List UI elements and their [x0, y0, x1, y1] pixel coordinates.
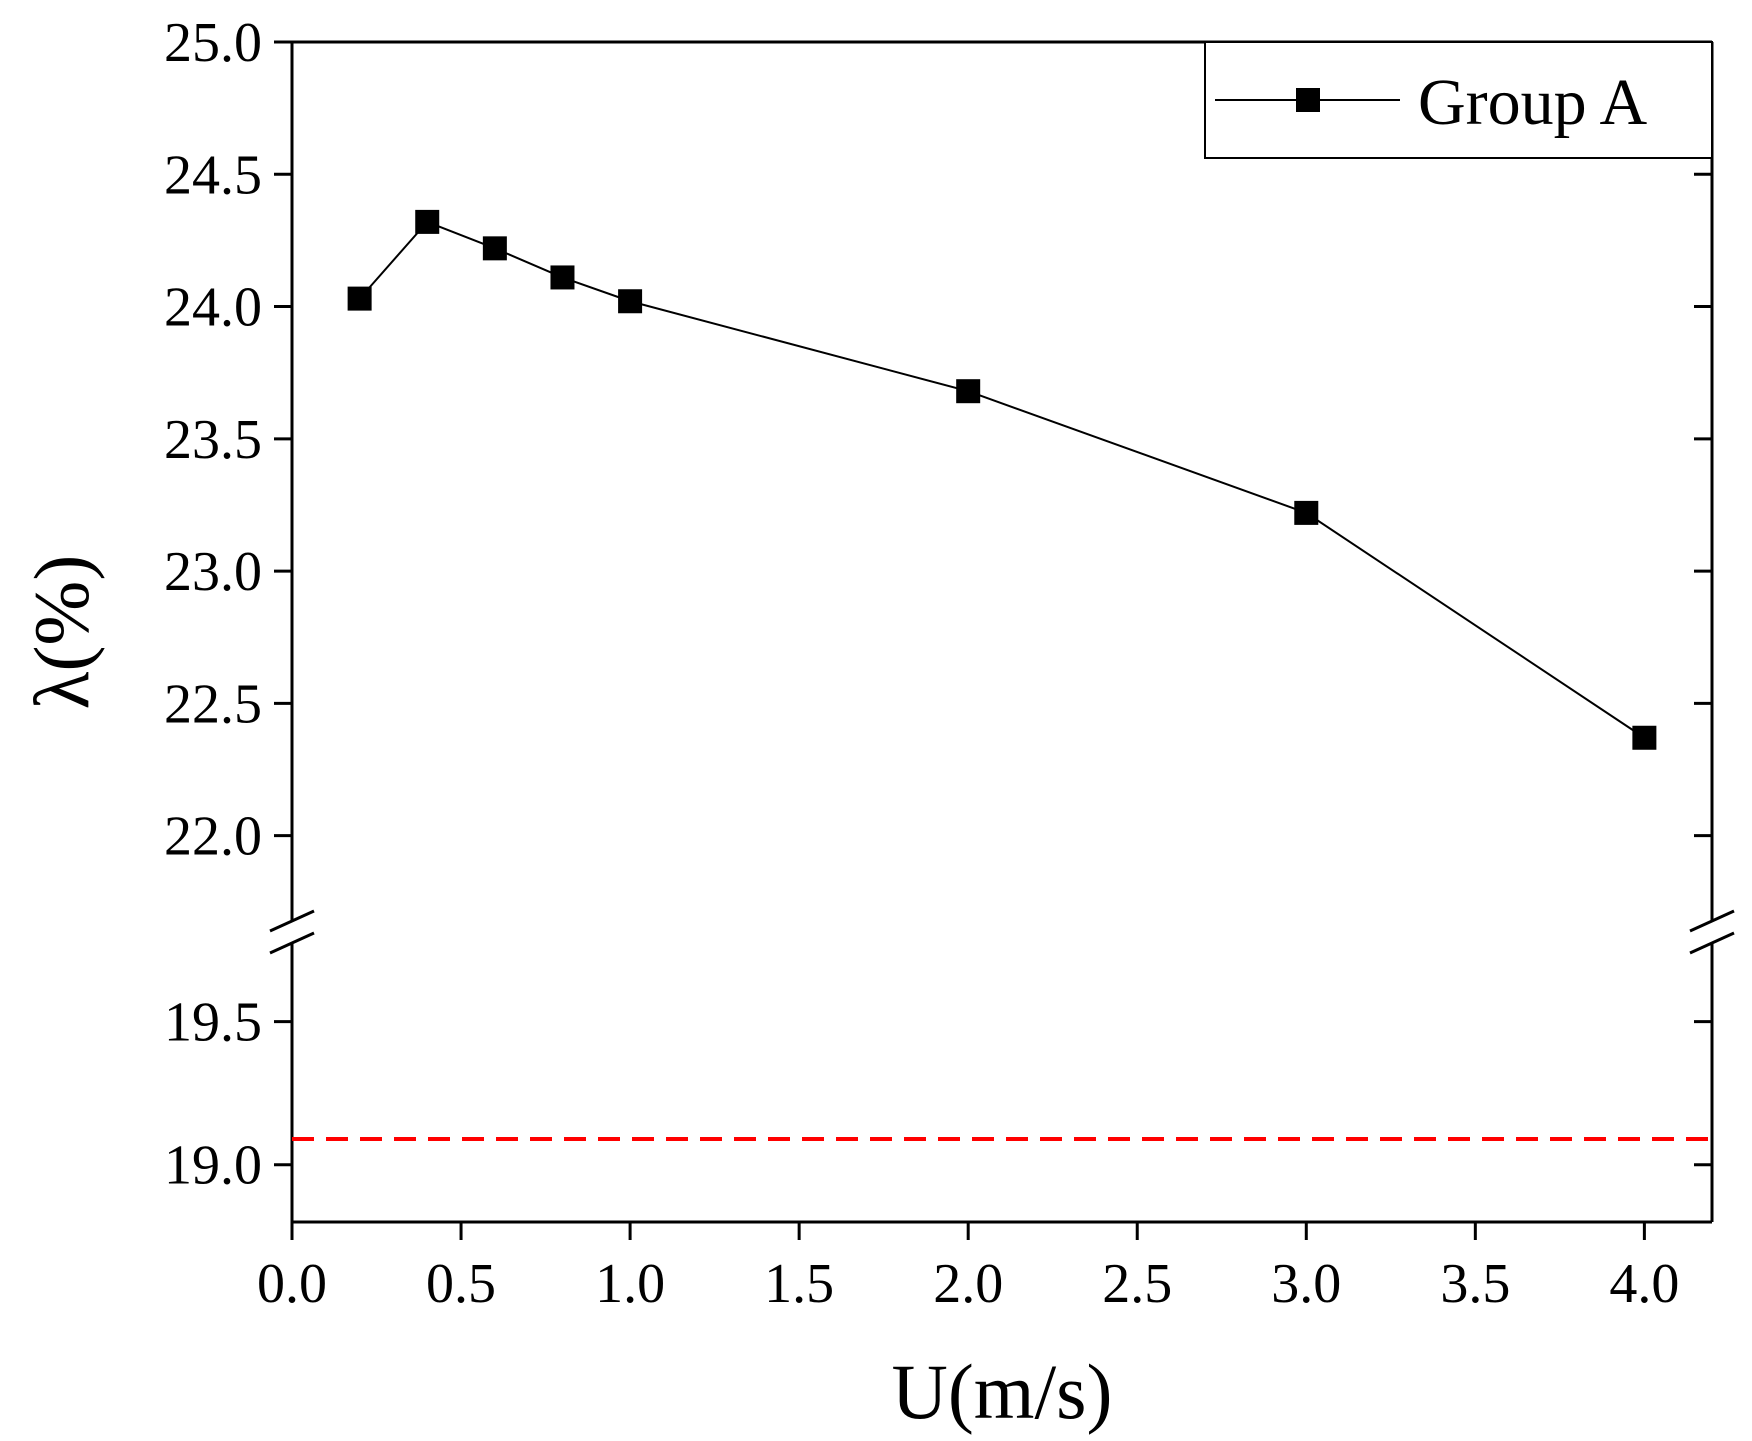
y-tick-label: 23.5: [164, 409, 262, 471]
data-point: [415, 209, 440, 234]
legend: Group A: [1204, 41, 1713, 159]
x-axis-title: U(m/s): [892, 1348, 1113, 1435]
y-axis-title: λ(%): [18, 555, 105, 710]
data-point: [1632, 725, 1657, 750]
data-point: [618, 289, 643, 314]
x-tick-label: 4.0: [1609, 1253, 1679, 1315]
y-tick-label: 25.0: [164, 12, 262, 74]
x-tick-label: 0.5: [426, 1253, 496, 1315]
y-tick-label: 19.5: [164, 992, 262, 1054]
y-tick-label: 24.5: [164, 144, 262, 206]
upper-y-ticks: 22.0 22.5 23.0 23.5 24.0 24.5 25.0: [164, 12, 1712, 868]
y-tick-label: 22.0: [164, 806, 262, 868]
x-tick-label: 2.5: [1102, 1253, 1172, 1315]
break-mark-left-1: [269, 909, 315, 933]
data-point: [956, 379, 981, 404]
data-point: [1294, 500, 1319, 525]
break-mark-right-2: [1689, 931, 1735, 955]
break-mark-left-2: [269, 931, 315, 955]
data-point: [347, 286, 372, 311]
legend-label: Group A: [1418, 66, 1648, 139]
x-tick-label: 1.5: [764, 1253, 834, 1315]
x-tick-label: 0.0: [257, 1253, 327, 1315]
y-tick-label: 22.5: [164, 673, 262, 735]
legend-marker: [1296, 88, 1320, 112]
lower-y-ticks: 19.0 19.5: [164, 992, 1712, 1197]
y-tick-label: 19.0: [164, 1135, 262, 1197]
x-tick-label: 2.0: [933, 1253, 1003, 1315]
plot-frame: [290, 40, 1714, 1224]
x-tick-label: 3.5: [1440, 1253, 1510, 1315]
break-mark-right-1: [1689, 909, 1735, 933]
y-tick-label: 24.0: [164, 277, 262, 339]
y-tick-label: 23.0: [164, 541, 262, 603]
series-layer: [347, 209, 1657, 750]
x-ticks: 0.0 0.5 1.0 1.5 2.0 2.5 3.0 3.5 4.0: [257, 1222, 1679, 1315]
series-line: [358, 220, 1645, 739]
axis-break-marks: [269, 909, 1735, 955]
x-tick-label: 1.0: [595, 1253, 665, 1315]
x-tick-label: 3.0: [1271, 1253, 1341, 1315]
data-point: [550, 265, 575, 290]
data-point: [482, 236, 507, 261]
